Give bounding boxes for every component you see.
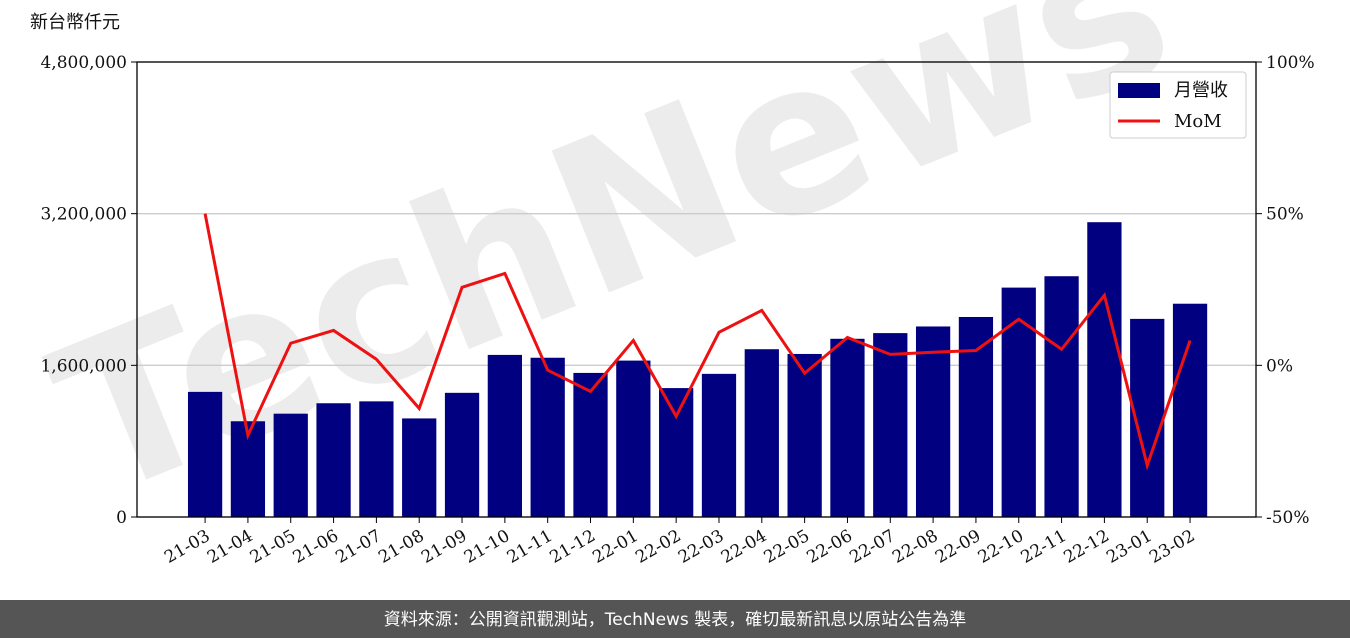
legend-swatch [1118, 83, 1160, 98]
bar [530, 357, 565, 517]
x-tick-label: 21-10 [461, 526, 513, 568]
x-tick-label: 22-01 [589, 526, 641, 568]
x-tick-label: 23-02 [1146, 526, 1198, 568]
x-tick-label: 22-09 [932, 526, 984, 568]
x-tick-label: 21-11 [504, 526, 556, 568]
x-tick-label: 21-04 [204, 526, 256, 568]
x-tick-label: 22-05 [761, 526, 813, 568]
x-tick-label: 22-06 [804, 526, 856, 568]
y2-tick-label: 0% [1266, 356, 1293, 376]
bar [573, 372, 608, 517]
y-tick-label: 0 [116, 508, 127, 528]
x-tick-label: 21-09 [418, 526, 470, 568]
bar [1172, 303, 1208, 517]
bar [1087, 222, 1122, 517]
y2-tick-label: -50% [1266, 508, 1310, 528]
bar [744, 349, 779, 517]
bar [958, 316, 994, 517]
x-tick-label: 22-03 [675, 526, 727, 568]
bar [187, 391, 223, 517]
line [203, 213, 1192, 471]
y-tick-label: 3,200,000 [40, 205, 127, 225]
bar [830, 338, 865, 517]
plot-frame [136, 61, 1257, 518]
x-tick-label: 21-07 [332, 526, 384, 568]
legend-label: MoM [1174, 111, 1222, 132]
x-tick-label: 22-08 [889, 526, 941, 568]
bar [359, 401, 394, 517]
bar [1001, 287, 1036, 517]
bar [616, 360, 651, 517]
x-tick-label: 21-08 [375, 526, 427, 568]
bar [787, 353, 822, 517]
x-tick-label: 22-10 [975, 526, 1027, 568]
x-tick-label: 22-04 [718, 526, 770, 568]
bar [273, 413, 308, 517]
footer: 資料來源：公開資訊觀測站，TechNews 製表，確切最新訊息以原站公告為準 [384, 610, 966, 630]
x-tick-label: 22-12 [1060, 526, 1112, 568]
bar [402, 418, 437, 517]
bar [659, 388, 694, 517]
bar [487, 354, 522, 517]
y-tick-label: 4,800,000 [40, 53, 127, 73]
y-axis-label: 新台幣仟元 [30, 12, 120, 33]
bar [444, 392, 480, 517]
y2-tick-label: 50% [1266, 205, 1304, 225]
bar [701, 373, 737, 517]
footer-band [0, 600, 1350, 638]
bar [316, 403, 351, 517]
y2-tick-label: 100% [1266, 53, 1315, 73]
x-tick-label: 21-06 [290, 526, 342, 568]
x-tick-label: 21-12 [547, 526, 599, 568]
x-tick-label: 21-03 [161, 526, 213, 568]
x-tick-label: 23-01 [1103, 526, 1155, 568]
y-tick-label: 1,600,000 [40, 356, 127, 376]
x-tick-label: 22-11 [1018, 526, 1070, 568]
bar [1044, 276, 1079, 517]
legend-label: 月營收 [1174, 80, 1228, 101]
x-tick-label: 22-02 [632, 526, 684, 568]
bar [915, 326, 951, 517]
x-tick-label: 22-07 [846, 526, 898, 568]
x-tick-label: 21-05 [247, 526, 299, 568]
bar [873, 333, 908, 517]
